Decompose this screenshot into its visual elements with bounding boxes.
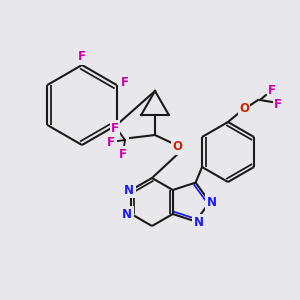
Text: O: O (239, 101, 249, 115)
Text: F: F (274, 98, 282, 110)
Text: N: N (122, 208, 132, 220)
Text: F: F (111, 122, 119, 134)
Text: F: F (119, 148, 127, 160)
Text: F: F (78, 50, 86, 64)
Text: F: F (107, 136, 115, 148)
Text: N: N (124, 184, 134, 196)
Text: N: N (207, 196, 217, 208)
Text: F: F (268, 83, 276, 97)
Text: O: O (172, 140, 182, 154)
Text: N: N (194, 216, 204, 229)
Text: F: F (121, 76, 129, 89)
